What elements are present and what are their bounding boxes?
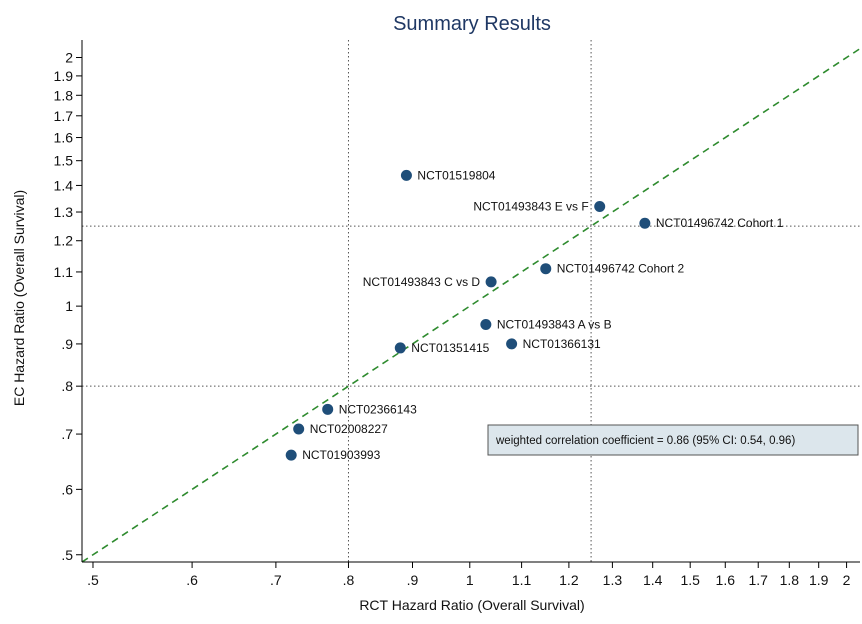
y-tick-label: 1.8 — [54, 87, 74, 103]
y-tick-label: .7 — [61, 426, 73, 442]
x-tick-label: 1.6 — [716, 572, 736, 588]
data-point-label: NCT01496742 Cohort 1 — [656, 216, 784, 230]
x-tick-label: 1.3 — [603, 572, 623, 588]
data-point-label: NCT01351415 — [411, 341, 489, 355]
data-point — [480, 319, 492, 331]
y-tick-label: 1.5 — [54, 153, 74, 169]
data-point — [594, 201, 606, 213]
x-tick-label: .6 — [186, 572, 198, 588]
data-point — [285, 449, 297, 461]
y-tick-label: 1.2 — [54, 233, 74, 249]
data-point — [540, 263, 552, 275]
data-point — [322, 403, 334, 415]
chart-title: Summary Results — [393, 13, 551, 35]
data-point — [506, 338, 518, 350]
y-tick-label: 1 — [65, 298, 73, 314]
data-point — [639, 217, 651, 229]
y-axis-title: EC Hazard Ratio (Overall Survival) — [11, 190, 27, 406]
x-tick-label: .5 — [87, 572, 99, 588]
reference-lines — [82, 40, 860, 562]
axes: .5.6.7.8.911.11.21.31.41.51.61.71.81.92 … — [54, 40, 860, 588]
data-point — [400, 169, 412, 181]
y-ticks: .5 .6 .7 .8 .9 1 1.1 1.2 1.3 1.4 1.5 1.6 1.7 1.8 1.9 2 — [54, 50, 82, 563]
annotation-box — [487, 424, 859, 456]
identity-line — [81, 47, 861, 563]
x-tick-label: .9 — [407, 572, 419, 588]
data-point-label: NCT01903993 — [302, 448, 380, 462]
data-points: NCT01519804 NCT01493843 E vs F NCT01496742… — [285, 168, 784, 462]
data-point-label: NCT01493843 A vs B — [497, 318, 612, 332]
y-tick-label: 1.7 — [54, 108, 74, 124]
x-tick-label: .7 — [270, 572, 282, 588]
x-tick-label: 1.2 — [559, 572, 579, 588]
data-point-label: NCT01496742 Cohort 2 — [557, 262, 685, 276]
x-tick-label: 2 — [843, 572, 851, 588]
annotation-text: weighted correlation coefficient = 0.86 … — [495, 435, 795, 447]
x-tick-label: 1.8 — [780, 572, 800, 588]
y-tick-label: 1.6 — [54, 130, 74, 146]
data-point — [293, 423, 305, 435]
x-tick-label: 1.7 — [748, 572, 768, 588]
y-tick-label: .9 — [61, 336, 73, 352]
y-tick-label: 2 — [65, 50, 73, 66]
data-point-label: NCT01493843 C vs D — [363, 275, 481, 289]
y-tick-label: .6 — [61, 481, 73, 497]
y-tick-label: 1.4 — [54, 177, 74, 193]
x-tick-label: 1.5 — [680, 572, 700, 588]
x-ticks: .5 .6 .7 .8 .9 1 1.1 1.2 1.3 1.4 1.5 1.6 1.7 1.8 1.9 2 — [87, 562, 851, 588]
data-point-label: NCT01493843 E vs F — [473, 200, 588, 214]
correlation-annotation: weighted correlation coefficient = 0.86 … — [487, 424, 859, 456]
data-point-label: NCT01519804 — [417, 168, 495, 182]
x-tick-label: 1.4 — [643, 572, 663, 588]
x-tick-label: 1.9 — [809, 572, 829, 588]
y-tick-label: 1.3 — [54, 204, 74, 220]
y-tick-label: .8 — [61, 378, 73, 394]
x-axis-title: RCT Hazard Ratio (Overall Survival) — [359, 597, 584, 613]
y-tick-label: 1.9 — [54, 68, 74, 84]
data-point — [394, 342, 406, 354]
x-tick-label: 1 — [466, 572, 474, 588]
data-point-label: NCT02366143 — [339, 402, 417, 416]
x-tick-label: .8 — [343, 572, 355, 588]
data-point-label: NCT01366131 — [523, 337, 601, 351]
data-point — [485, 276, 497, 288]
y-tick-label: .5 — [61, 547, 73, 563]
x-tick-label: 1.1 — [512, 572, 532, 588]
data-point-label: NCT02008227 — [310, 422, 388, 436]
y-tick-label: 1.1 — [54, 264, 74, 280]
